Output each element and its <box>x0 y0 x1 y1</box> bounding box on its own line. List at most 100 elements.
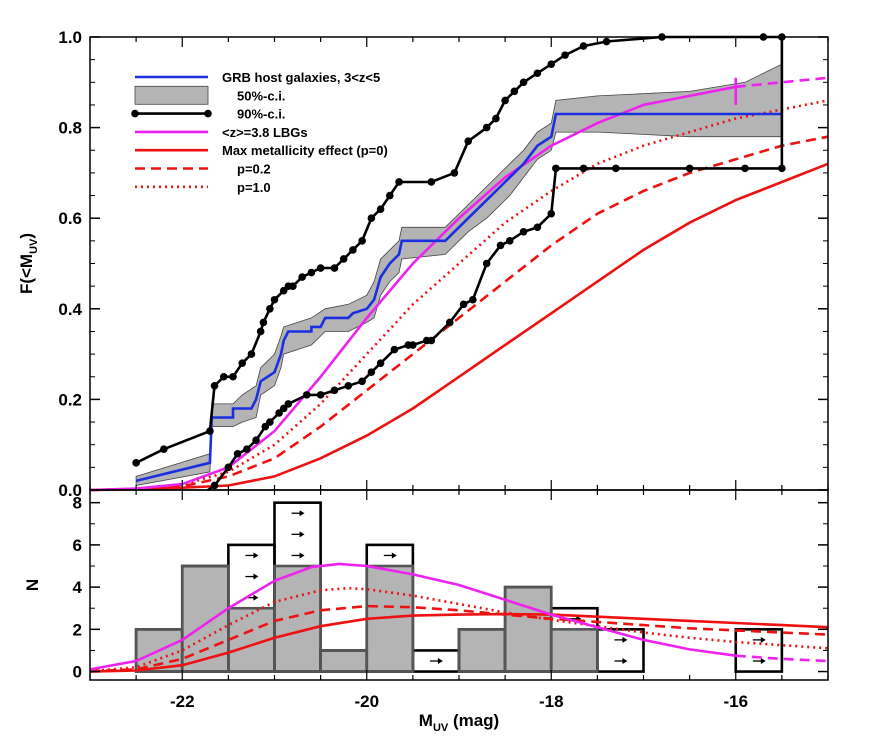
bar-measured-outline <box>549 628 599 673</box>
ci90_upper-point <box>289 282 297 290</box>
limit-arrow-head <box>253 552 259 559</box>
legend-label: p=1.0 <box>237 180 271 195</box>
limit-arrow-head <box>622 658 628 664</box>
ci90_lower-point <box>427 336 436 345</box>
top-ytick-label: 0.2 <box>58 390 82 409</box>
legend-swatch-band <box>134 85 209 105</box>
ci90_upper-point <box>547 60 556 68</box>
ci90_upper-point <box>238 359 247 367</box>
ci90_lower-point <box>505 237 514 245</box>
ci90_upper-point <box>450 169 459 177</box>
ci90_lower-point <box>266 418 274 426</box>
ci90_upper-point <box>482 123 491 132</box>
ci90_upper-point <box>160 445 168 454</box>
ci90_lower-point <box>233 449 242 458</box>
legend-label: Max metallicity effect (p=0) <box>222 143 388 158</box>
ci90-dots <box>132 33 786 490</box>
ci90_upper-point <box>206 427 214 435</box>
legend-label: 50%-c.i. <box>237 88 285 103</box>
ci90_lower-point <box>533 223 542 232</box>
bar-total <box>734 628 784 673</box>
limit-arrow-head <box>299 552 305 559</box>
ci90_upper-point <box>316 264 325 272</box>
ci90_lower-point <box>330 386 339 395</box>
ci90_upper-point <box>602 37 611 46</box>
ci90_lower-point <box>367 368 376 377</box>
ci90_upper-point <box>339 255 348 263</box>
bottom-xtick-label: -16 <box>723 692 748 711</box>
top-y-axis-label: F(<MUV) <box>17 233 40 294</box>
legend-label: 90%-c.i. <box>237 107 285 122</box>
ci90_upper-point <box>358 237 366 245</box>
legend-swatch-ci90-dot <box>204 109 212 118</box>
ci90_lower-point <box>612 164 620 173</box>
ci90_lower-point <box>469 295 477 304</box>
top-p02-line <box>89 135 829 492</box>
limit-arrow-head <box>760 636 766 643</box>
x-axis-label: MUV (mag) <box>419 711 499 734</box>
ci90_upper-point <box>510 87 519 96</box>
ci90_lower-point <box>210 481 219 490</box>
ci90_lower-point <box>496 241 505 250</box>
bottom-xtick-label: -22 <box>170 692 195 711</box>
ci90_upper-point <box>298 273 306 281</box>
ci90_lower-point <box>685 164 694 173</box>
top-lbg-line <box>89 85 737 492</box>
limit-arrow-head <box>299 531 305 538</box>
top-extras <box>734 37 784 169</box>
legend: GRB host galaxies, 3<z<5 50%-c.i. 90%-c.i.… <box>131 70 388 195</box>
bottom-ytick-label: 4 <box>73 578 83 597</box>
bottom-xtick-label: -18 <box>539 692 564 711</box>
ci90_upper-point <box>210 382 219 390</box>
bar-total <box>596 628 645 673</box>
histogram-bars <box>134 501 784 673</box>
ci90_upper-point <box>349 246 357 254</box>
ci90_upper-point <box>427 178 436 186</box>
ci90_upper-point <box>501 96 509 105</box>
top-ytick-label: 0.6 <box>58 209 82 228</box>
ci90_upper-point <box>259 318 268 327</box>
bottom-y-axis-label: N <box>23 579 42 591</box>
ci90_lower-point <box>482 259 491 268</box>
ci90_lower-point <box>252 436 260 444</box>
ci90_upper-point <box>519 78 528 87</box>
ci90_lower-point <box>390 345 399 354</box>
bar-measured-outline <box>273 564 322 673</box>
ci90_upper-point <box>270 295 279 304</box>
ci90_lower-point <box>358 377 366 386</box>
top-p1-line <box>89 99 829 492</box>
bottom-ytick-label: 2 <box>73 620 82 639</box>
top-grb_median-line <box>135 112 782 483</box>
ci90_upper-point <box>367 214 376 222</box>
cumulative-distribution-panel: 0.0 0.2 0.4 0.6 0.8 1.0 GRB host galaxies, 3<… <box>17 28 829 500</box>
bottom-ytick-label: 8 <box>73 494 82 513</box>
bar-measured <box>551 629 598 672</box>
limit-arrow-head <box>391 552 397 559</box>
ci90_lower-point <box>316 391 325 399</box>
limit-arrow-head <box>437 658 443 664</box>
ci90_lower-point <box>547 209 556 218</box>
bottom-lbg-line <box>89 562 736 671</box>
ci90_upper-point <box>376 205 385 213</box>
ci90_upper-point <box>256 327 265 336</box>
top-ytick-label: 0.8 <box>58 119 82 138</box>
ci90_upper-point <box>395 178 403 186</box>
limit-arrow-head <box>299 510 305 517</box>
bottom-p02-line <box>89 604 829 673</box>
limit-arrow-head <box>253 573 259 580</box>
ci90_upper-point <box>229 372 237 381</box>
bar-measured <box>505 587 552 672</box>
ci90_upper-point <box>492 114 500 123</box>
ci90_upper-point <box>307 268 316 277</box>
bottom-ytick-label: 6 <box>73 536 82 555</box>
ci90_upper-point <box>219 372 228 381</box>
ci90_lower-point <box>302 391 311 399</box>
bottom-ticks: 0 2 4 6 8 -22 -20 -18 -16 <box>73 490 829 711</box>
legend-swatch-ci90-dot <box>131 109 139 118</box>
ci90_lower-point <box>459 300 468 309</box>
histogram-panel: 0 2 4 6 8 -22 -20 -18 -16 N MUV (mag) <box>23 489 829 734</box>
bottom-xtick-label: -20 <box>354 692 379 711</box>
top-ytick-label: 0.0 <box>58 481 82 500</box>
ci90_lower-point <box>445 318 454 327</box>
